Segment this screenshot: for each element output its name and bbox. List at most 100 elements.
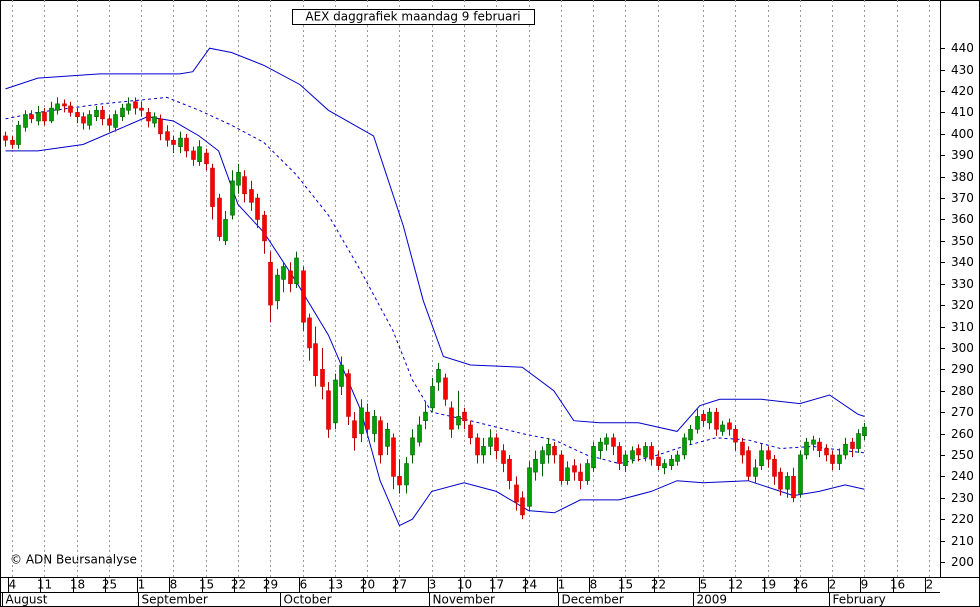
candle-body [139, 107, 144, 111]
y-tick-label: 220 [951, 512, 974, 526]
candle-body [772, 458, 777, 477]
candle-body [740, 441, 745, 456]
candle-body [236, 172, 241, 186]
x-tick-label: 8 [170, 578, 178, 592]
candle-body [29, 114, 34, 120]
candle-body [759, 450, 764, 466]
candle-body [10, 139, 15, 145]
x-tick-label: 20 [360, 578, 375, 592]
candle-body [604, 437, 609, 445]
candle-body [417, 424, 422, 443]
candle-body [423, 411, 428, 422]
candle-body [313, 343, 318, 377]
candle-body [456, 416, 461, 426]
candle-body [572, 465, 577, 473]
candle-body [675, 454, 680, 462]
candle-body [837, 454, 842, 464]
candle-body [798, 454, 803, 494]
candle-body [230, 180, 235, 216]
x-tick-label: 17 [489, 578, 504, 592]
candle-body [707, 411, 712, 424]
x-tick-label: 9 [861, 578, 869, 592]
candle-body [275, 274, 280, 302]
candle-body [436, 369, 441, 383]
candle-body [197, 146, 202, 162]
x-tick-label: 1 [558, 578, 566, 592]
month-label: February [833, 593, 886, 607]
candle-body [171, 139, 176, 145]
candle-body [262, 214, 267, 242]
x-tick-label: 16 [890, 578, 905, 592]
x-tick-label: 15 [199, 578, 214, 592]
x-tick-label: 6 [300, 578, 308, 592]
candle-body [766, 450, 771, 460]
candle-body [133, 101, 138, 109]
candle-body [598, 441, 603, 451]
candle-body [81, 116, 86, 124]
credit: © ADN Beursanalyse [10, 553, 137, 567]
candle-body [372, 416, 377, 434]
y-tick-label: 300 [951, 341, 974, 355]
x-tick-label: 22 [231, 578, 246, 592]
x-tick-label: 26 [793, 578, 808, 592]
candle-body [714, 411, 719, 430]
x-tick-label: 13 [328, 578, 343, 592]
candle-body [3, 135, 8, 141]
y-tick-label: 200 [951, 555, 974, 569]
candle-body [462, 411, 467, 422]
y-tick-label: 270 [951, 405, 974, 419]
candle-body [630, 450, 635, 460]
candle-body [481, 446, 486, 456]
x-tick-label: 3 [429, 578, 437, 592]
y-tick-label: 370 [951, 191, 974, 205]
candle-body [527, 467, 532, 507]
candle-body [126, 103, 131, 111]
candle-body [152, 116, 157, 124]
chart-title: AEX daggrafiek maandag 9 februari [305, 10, 520, 24]
x-tick-label: 19 [761, 578, 776, 592]
candle-body [410, 437, 415, 456]
y-tick-label: 310 [951, 320, 974, 334]
candle-body [656, 456, 661, 466]
candle-body [146, 112, 151, 122]
candle-body [520, 497, 525, 516]
y-tick-label: 410 [951, 105, 974, 119]
candle-body [449, 407, 454, 430]
month-label: December [562, 593, 624, 607]
candle-body [540, 450, 545, 464]
candle-body [49, 107, 54, 122]
candle-body [514, 484, 519, 503]
candle-body [333, 379, 338, 424]
x-tick-label: 24 [522, 578, 537, 592]
candle-body [824, 448, 829, 456]
candle-body [249, 189, 254, 203]
candle-body [385, 428, 390, 447]
candle-body [23, 114, 28, 128]
x-tick-label: 5 [700, 578, 708, 592]
candle-body [682, 437, 687, 456]
candle-body [617, 446, 622, 464]
candle-body [585, 463, 590, 481]
candle-body [94, 109, 99, 117]
candle-body [36, 112, 41, 122]
candle-body [75, 112, 80, 117]
x-tick-label: 15 [618, 578, 633, 592]
candle-body [16, 124, 21, 145]
candle-body [669, 458, 674, 466]
candle-body [365, 411, 370, 430]
candle-body [753, 467, 758, 477]
candle-body [559, 454, 564, 481]
candle-body [391, 437, 396, 477]
y-tick-label: 290 [951, 362, 974, 376]
x-tick-label: 4 [9, 578, 17, 592]
candle-body [443, 377, 448, 400]
y-tick-label: 280 [951, 384, 974, 398]
candle-body [578, 471, 583, 481]
y-tick-label: 430 [951, 63, 974, 77]
candle-body [746, 450, 751, 477]
x-tick-label: 11 [37, 578, 52, 592]
y-tick-label: 260 [951, 427, 974, 441]
candle-body [100, 109, 105, 120]
